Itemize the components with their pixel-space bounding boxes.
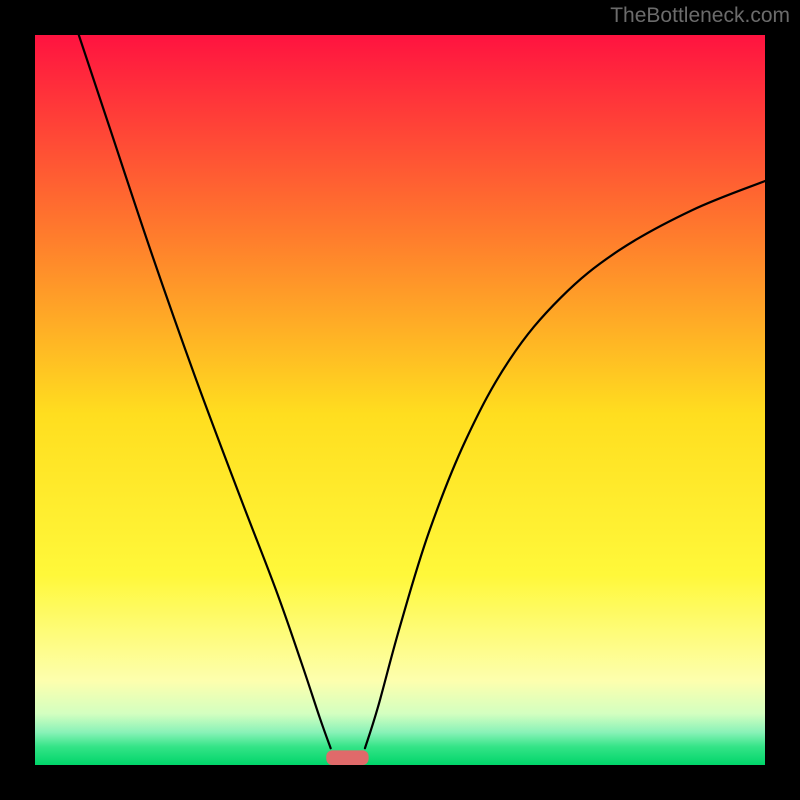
bottleneck-chart bbox=[0, 0, 800, 800]
plot-background bbox=[35, 35, 765, 765]
bottleneck-marker bbox=[326, 750, 368, 765]
chart-frame: TheBottleneck.com bbox=[0, 0, 800, 800]
